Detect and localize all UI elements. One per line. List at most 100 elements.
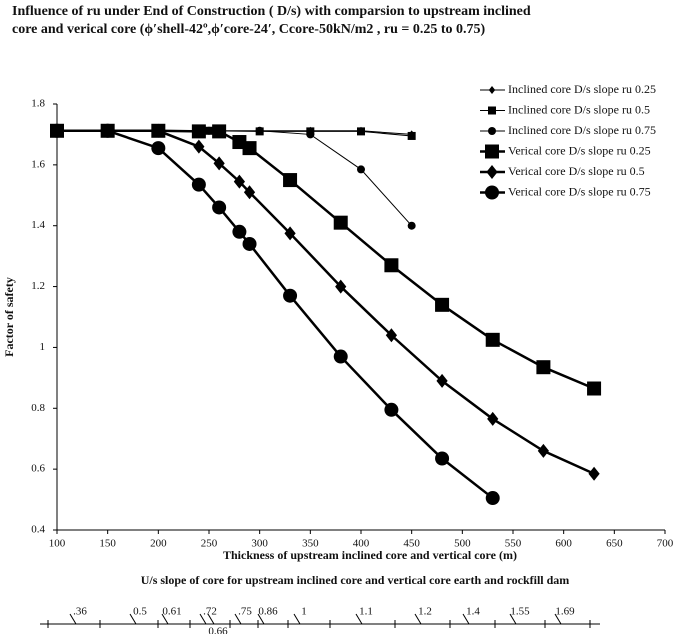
slope-tick-label: 0.61 <box>162 606 181 618</box>
marker <box>384 402 399 417</box>
marker <box>212 200 227 215</box>
y-tick-label: 1 <box>40 341 46 353</box>
legend-marker <box>488 106 496 115</box>
x-tick-label: 600 <box>555 538 572 550</box>
marker <box>436 373 448 388</box>
slope-tick-label: 1.4 <box>466 606 480 618</box>
slope-tick-label: 1.69 <box>555 606 575 618</box>
slope-tick-label: .75 <box>238 606 252 618</box>
x-tick-label: 650 <box>606 538 623 550</box>
y-tick-label: 1.2 <box>31 280 45 292</box>
marker <box>233 174 245 189</box>
x-tick-label: 250 <box>201 538 218 550</box>
marker <box>485 491 500 506</box>
marker <box>151 141 166 156</box>
y-tick-label: 1.8 <box>31 98 45 110</box>
marker <box>385 328 397 343</box>
marker <box>333 215 348 230</box>
marker <box>487 411 499 426</box>
marker <box>536 360 551 375</box>
x-tick-label: 550 <box>505 538 522 550</box>
slope-tick-label: .36 <box>73 606 87 618</box>
marker <box>537 443 549 458</box>
marker <box>255 126 264 135</box>
slope-tick <box>293 613 301 625</box>
y-tick-label: 1.6 <box>31 158 45 170</box>
y-tick-label: 0.8 <box>31 402 45 414</box>
slope-tick-label: 0.66 <box>208 626 228 634</box>
slope-tick <box>199 613 207 625</box>
series-line <box>57 129 595 475</box>
y-tick-label: 0.6 <box>31 463 45 475</box>
marker <box>193 139 205 154</box>
slope-tick <box>161 613 169 625</box>
marker <box>357 127 365 136</box>
marker <box>191 177 206 192</box>
legend-marker <box>488 127 496 135</box>
marker <box>213 156 225 171</box>
marker <box>485 332 500 347</box>
marker <box>283 288 298 303</box>
chart-title: core and verical core (ϕ′shell-42º,ϕ′cor… <box>12 22 486 37</box>
legend-marker <box>486 165 498 179</box>
marker <box>50 123 64 138</box>
marker <box>333 349 348 364</box>
marker <box>283 173 298 188</box>
marker <box>284 226 296 241</box>
slope-tick-label: 1 <box>301 606 307 618</box>
slope-tick <box>207 613 215 625</box>
marker <box>243 185 256 200</box>
marker <box>152 123 164 138</box>
x-tick-label: 150 <box>99 538 116 550</box>
legend-marker <box>488 86 496 94</box>
marker <box>357 165 365 174</box>
slope-tick-label: 0.5 <box>133 606 147 618</box>
series-line <box>259 130 412 135</box>
x-tick-label: 200 <box>150 538 167 550</box>
marker <box>242 236 257 251</box>
chart-title: Influence of ru under End of Constructio… <box>12 4 531 19</box>
slope-tick <box>257 613 265 625</box>
x-tick-label: 450 <box>403 538 420 550</box>
x-axis-label: Thickness of upstream inclined core and … <box>223 548 517 562</box>
legend-label: Verical core D/s slope ru 0.75 <box>508 184 651 198</box>
legend-marker <box>485 144 499 159</box>
marker <box>100 123 115 138</box>
marker <box>232 224 247 239</box>
legend-marker <box>485 185 499 200</box>
slope-tick <box>129 613 137 625</box>
marker <box>212 124 227 139</box>
legend-label: Verical core D/s slope ru 0.25 <box>508 143 651 157</box>
marker <box>384 258 399 273</box>
x-tick-label: 500 <box>454 538 471 550</box>
x-tick-label: 700 <box>657 538 674 550</box>
slope-tick <box>509 613 517 625</box>
marker <box>588 466 600 481</box>
slope-tick <box>234 613 242 625</box>
slope-scale-title: U/s slope of core for upstream inclined … <box>141 573 570 587</box>
marker <box>335 279 347 294</box>
x-tick-label: 300 <box>251 538 268 550</box>
y-axis-label: Factor of safety <box>2 277 16 357</box>
x-tick-label: 400 <box>353 538 370 550</box>
slope-tick-label: 1.1 <box>359 606 373 618</box>
marker <box>435 297 450 312</box>
slope-tick-label: 1.2 <box>418 606 432 618</box>
slope-tick <box>554 613 562 625</box>
x-tick-label: 350 <box>302 538 319 550</box>
legend-label: Inclined core D/s slope ru 0.5 <box>508 102 650 116</box>
slope-tick-label: 1.55 <box>510 606 530 618</box>
legend-label: Verical core D/s slope ru 0.5 <box>508 164 645 178</box>
slope-tick <box>355 613 363 625</box>
legend-label: Inclined core D/s slope ru 0.75 <box>508 123 656 137</box>
slope-tick-label: 0.86 <box>258 606 278 618</box>
slope-tick <box>69 613 77 625</box>
legend-label: Inclined core D/s slope ru 0.25 <box>508 82 656 96</box>
marker <box>191 124 206 139</box>
slope-tick-label: .72 <box>203 606 217 618</box>
marker <box>587 381 602 396</box>
y-tick-label: 1.4 <box>31 219 45 231</box>
series-line <box>57 129 494 500</box>
marker <box>435 451 450 466</box>
